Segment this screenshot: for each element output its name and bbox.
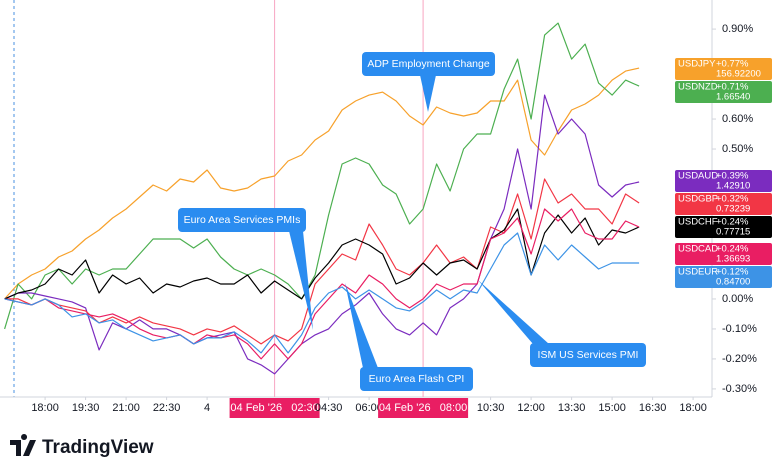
series-price: 0.84700	[716, 277, 750, 288]
legend-name: USDGBP	[678, 194, 718, 205]
callout: Euro Area Services PMIs	[178, 208, 313, 330]
legend-name: USDCHF	[678, 217, 718, 228]
series-price: 1.66540	[716, 92, 750, 103]
series-change: +0.32%	[716, 194, 749, 205]
series-label: USDJPY +0.77%156.92200	[675, 58, 772, 80]
brand: TradingView	[10, 434, 154, 458]
series-label: USDAUD+0.39%1.42910	[675, 170, 772, 192]
x-tick-label: 04 Feb '26 02:30	[230, 402, 318, 414]
callout: ISM US Services PMI	[478, 280, 646, 367]
x-tick-label: 06:00	[355, 402, 383, 414]
series-price: 0.77715	[716, 227, 750, 238]
series-line	[4, 208, 640, 300]
x-tick-label: 12:00	[517, 402, 545, 414]
x-tick-highlight	[378, 398, 469, 418]
series-line	[4, 22, 640, 330]
series-line	[4, 178, 640, 345]
callout: ADP Employment Change	[362, 52, 495, 112]
series-change: +0.12%	[716, 267, 749, 278]
series-change: +0.71%	[716, 82, 749, 93]
series-label-box	[675, 170, 772, 192]
callout-pointer	[420, 75, 436, 112]
x-tick-highlight	[229, 398, 320, 418]
x-tick-label: 21:00	[112, 402, 140, 414]
legend-name: USDAUD	[678, 171, 718, 182]
brand-logo	[10, 434, 36, 456]
x-tick-label: 22:30	[153, 402, 181, 414]
y-tick-label: -0.30%	[722, 383, 757, 395]
x-tick-label: 19:30	[72, 402, 100, 414]
series-line	[4, 67, 640, 300]
series-label-box	[675, 58, 772, 80]
series-label-box	[675, 216, 772, 238]
series-label-box	[675, 243, 772, 265]
series-line	[4, 94, 640, 375]
callout-text: ISM US Services PMI	[538, 349, 639, 361]
series-change: +0.24%	[716, 217, 749, 228]
y-tick-label: 0.00%	[722, 293, 753, 305]
callout-text: Euro Area Services PMIs	[184, 214, 301, 226]
series-change: +0.39%	[716, 171, 749, 182]
callout-pointer	[289, 231, 313, 330]
series-price: 0.73239	[716, 204, 750, 215]
x-tick-label: 4	[204, 402, 210, 414]
x-tick-label: 13:30	[558, 402, 586, 414]
series-price: 1.42910	[716, 181, 750, 192]
series-line	[4, 232, 640, 354]
y-tick-label: 0.50%	[722, 143, 753, 155]
y-tick-label: -0.10%	[722, 323, 757, 335]
series-label-box	[675, 193, 772, 215]
callout-text: ADP Employment Change	[367, 58, 490, 70]
callout-box	[178, 208, 306, 232]
legend-name: USDJPY	[678, 59, 716, 70]
y-tick-label: -0.20%	[722, 353, 757, 365]
series-label-box	[675, 81, 772, 103]
callout-text: Euro Area Flash CPI	[369, 373, 465, 385]
x-tick-label: 04:30	[315, 402, 343, 414]
x-tick-label: 15:00	[598, 402, 626, 414]
x-tick-label: 04 Feb '26 08:00	[379, 402, 467, 414]
series-label: USDCAD+0.24%1.36693	[675, 243, 772, 265]
callout-box	[362, 52, 495, 76]
series-label: USDCHF+0.24%0.77715	[675, 216, 772, 238]
y-tick-label: 0.90%	[722, 23, 753, 35]
series-label: USDNZD+0.71%1.66540	[675, 81, 772, 103]
callout-box	[530, 343, 646, 367]
legend-name: USDNZD	[678, 82, 718, 93]
series-line	[4, 208, 640, 360]
x-tick-label: 18:00	[679, 402, 707, 414]
y-tick-label: 0.60%	[722, 113, 753, 125]
legend-name: USDCAD	[678, 244, 718, 255]
x-tick-label: 18:00	[31, 402, 59, 414]
callout: Euro Area Flash CPI	[345, 283, 473, 391]
series-label: USDGBP+0.32%0.73239	[675, 193, 772, 215]
series-label-box	[675, 266, 772, 288]
callout-box	[360, 367, 473, 391]
legend-name: USDEUR	[678, 267, 718, 278]
callout-pointer	[345, 283, 378, 368]
series-price: 1.36693	[716, 254, 750, 265]
x-tick-label: 16:30	[639, 402, 667, 414]
series-change: +0.24%	[716, 244, 749, 255]
callout-pointer	[478, 280, 549, 344]
series-change: +0.77%	[716, 59, 749, 70]
series-price: 156.92200	[716, 69, 761, 80]
series-label: USDEUR+0.12%0.84700	[675, 266, 772, 288]
x-tick-label: 10:30	[477, 402, 505, 414]
brand-name: TradingView	[42, 437, 154, 458]
